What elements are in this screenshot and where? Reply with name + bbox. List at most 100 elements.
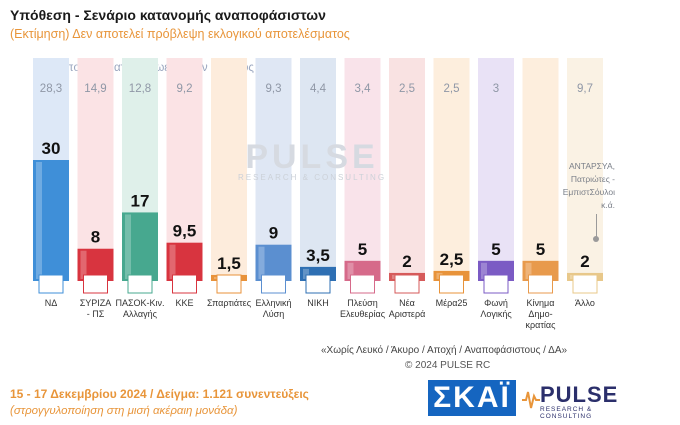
bar-value-label: 1,5 — [217, 254, 241, 273]
euro-value-label: 3 — [493, 83, 499, 95]
category-label: ΣΥΡΙΖΑ — [80, 298, 112, 308]
euro-value-label: 2,5 — [399, 83, 415, 95]
euro-value-label: 14,9 — [84, 83, 106, 95]
category-label: Λογικής — [480, 309, 512, 319]
pulse-logo: PULSE RESEARCH & CONSULTING — [522, 382, 622, 420]
note-line-3: κ.ά. — [601, 200, 615, 210]
chart-title: Υπόθεση - Σενάριο κατανομής αναποφάσιστω… — [10, 7, 326, 23]
note-connector-dot — [593, 236, 599, 242]
category-label: - ΠΣ — [87, 309, 105, 319]
bar-sheen — [525, 262, 532, 279]
party-logo-icon — [528, 274, 553, 294]
euro-value-label: 9,2 — [177, 83, 193, 95]
euro-value-label: 9,3 — [266, 83, 282, 95]
bar-sheen — [347, 262, 354, 279]
column-background — [567, 58, 603, 281]
category-label: Δημο- — [528, 309, 552, 319]
party-logo-icon — [439, 274, 464, 294]
party-logo-icon — [216, 274, 242, 294]
chart-panel: Υπόθεση - Σενάριο κατανομής αναποφάσιστω… — [10, 7, 615, 371]
note-line-2: Πατριώτες - ΕμπιστΣόυλοι — [562, 174, 615, 197]
category-label: Άλλο — [575, 298, 595, 308]
chart-subtitle: (Εκτίμηση) Δεν αποτελεί πρόβλεψη εκλογικ… — [10, 27, 350, 41]
euro-value-label: 2,5 — [444, 83, 460, 95]
footnote-copyright: © 2024 PULSE RC — [405, 360, 491, 371]
watermark-tag: RESEARCH & CONSULTING — [237, 173, 387, 182]
bar — [33, 160, 69, 281]
pulse-wave-icon — [522, 391, 540, 409]
note-line-1: ΑΝΤΑΡΣΥΑ, — [568, 161, 615, 171]
euro-value-label: 9,7 — [577, 83, 593, 95]
column-background — [389, 58, 425, 281]
euro-value-label: 12,8 — [129, 83, 151, 95]
category-label: Ελληνική — [255, 298, 291, 308]
skai-logo: ΣΚΑΪ — [428, 380, 516, 416]
bar-value-label: 2 — [402, 252, 411, 271]
bar-sheen — [80, 250, 87, 279]
bar-value-label: 5 — [536, 240, 545, 259]
bar-value-label: 3,5 — [306, 246, 330, 265]
bar-sheen — [169, 244, 176, 279]
column-background — [211, 58, 247, 281]
footnote-exclusions: «Χωρίς Λευκό / Άκυρο / Αποχή / Αναποφάσι… — [321, 345, 568, 356]
party-logo-icon — [305, 274, 331, 294]
party-logo-icon — [172, 274, 197, 294]
watermark-word: PULSE — [245, 138, 379, 176]
bar-value-label: 30 — [42, 139, 61, 158]
party-logo-icon — [483, 274, 509, 294]
party-logo-icon — [127, 274, 153, 294]
bar-sheen — [125, 214, 131, 279]
bar-value-label: 9,5 — [173, 222, 197, 241]
category-label: Πλεύση — [347, 298, 378, 308]
bar-sheen — [258, 246, 265, 279]
survey-date-sample: 15 - 17 Δεκεμβρίου 2024 / Δείγμα: 1.121 … — [10, 387, 309, 401]
bar-value-label: 9 — [269, 224, 278, 243]
category-label: Σπαρτιάτες — [207, 298, 252, 308]
bar-value-label: 8 — [91, 228, 100, 247]
party-logo-icon — [350, 274, 375, 294]
category-label: Λύση — [263, 309, 285, 319]
category-label: Κίνημα — [527, 298, 555, 308]
party-logo-icon — [38, 274, 64, 294]
column-background — [255, 58, 292, 281]
bar-value-label: 5 — [491, 240, 500, 259]
party-logo-icon — [83, 274, 108, 294]
category-label: ΝΔ — [45, 298, 58, 308]
rounding-note: (στρογγυλοποίηση στη μισή ακέραιη μονάδα… — [10, 405, 238, 417]
category-label: Φωνή — [484, 298, 508, 308]
euro-value-label: 3,4 — [355, 83, 372, 95]
column-background — [344, 58, 381, 281]
note-connector — [596, 214, 597, 240]
party-logo-icon — [261, 274, 286, 294]
column-background — [77, 58, 114, 281]
column-background — [478, 58, 514, 281]
category-label: ΚΚΕ — [175, 298, 193, 308]
category-label: Μέρα25 — [436, 298, 468, 308]
category-label: Νέα — [399, 298, 415, 308]
party-logo-icon — [394, 274, 420, 294]
column-background — [433, 58, 470, 281]
bar-value-label: 5 — [358, 240, 367, 259]
euro-value-label: 28,3 — [40, 83, 62, 95]
bar-sheen — [481, 262, 487, 279]
category-label: Αριστερά — [389, 309, 426, 319]
column-background — [300, 58, 336, 281]
bar-sheen — [36, 162, 42, 279]
party-logo-icon — [572, 274, 598, 294]
pulse-watermark: PULSE RESEARCH & CONSULTING — [232, 138, 392, 182]
bar — [122, 212, 158, 281]
category-label: ΠΑΣΟΚ-Κιν. — [115, 298, 164, 308]
category-label: κρατίας — [526, 320, 557, 330]
euro-value-label: 4,4 — [310, 83, 327, 95]
other-note: ΑΝΤΑΡΣΥΑ, Πατριώτες - ΕμπιστΣόυλοι κ.ά. — [555, 160, 615, 212]
category-label: Ελευθερίας — [340, 309, 386, 319]
pulse-logo-tag: RESEARCH & CONSULTING — [540, 406, 593, 420]
bar-sheen — [303, 268, 309, 279]
category-label: ΝΙΚΗ — [307, 298, 329, 308]
category-label: Αλλαγής — [123, 309, 158, 319]
pulse-logo-word: PULSE — [540, 382, 619, 407]
bar-value-label: 17 — [131, 191, 150, 210]
column-background — [522, 58, 559, 281]
bar-value-label: 2 — [580, 252, 589, 271]
